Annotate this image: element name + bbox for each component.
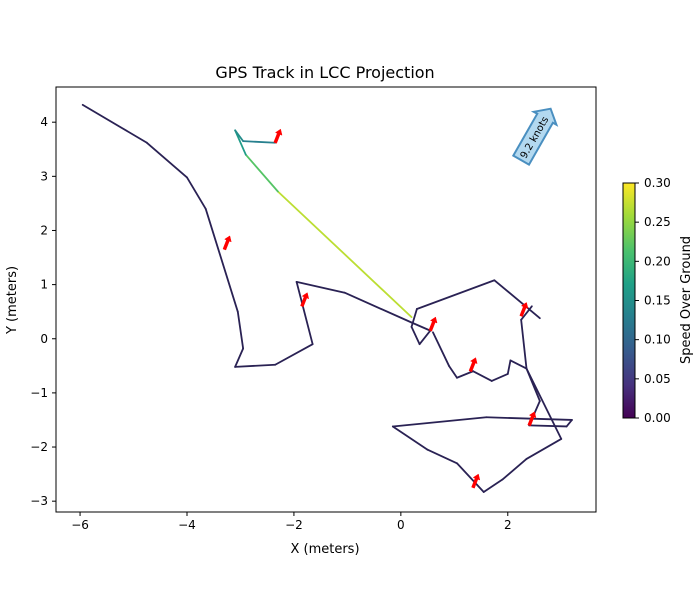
- track-segment: [418, 329, 432, 346]
- track-segment: [426, 448, 458, 465]
- track-segment: [501, 458, 528, 481]
- heading-arrow: [428, 316, 438, 332]
- colorbar-tick-label: 0.10: [644, 333, 671, 347]
- track-segment: [482, 478, 504, 493]
- track-segment: [528, 424, 568, 428]
- track-segment: [236, 310, 245, 350]
- track-segment: [204, 207, 239, 313]
- plot-axes: −6 −4 −2 0 2 −3 −2 −1 0 1 2 3 4: [30, 86, 597, 532]
- track-segment-fast: [276, 190, 413, 318]
- heading-arrow: [273, 128, 283, 144]
- colorbar-tick-label: 0.20: [644, 254, 671, 268]
- x-tick-label: 2: [504, 518, 512, 532]
- track-segment: [485, 416, 573, 421]
- x-axis-label: X (meters): [290, 542, 359, 557]
- y-tick-label: 4: [40, 115, 48, 129]
- track-segment: [432, 331, 450, 367]
- y-axis-ticks: −3 −2 −1 0 1 2 3 4: [30, 115, 56, 508]
- heading-arrow: [468, 357, 478, 373]
- track-segment-fast: [234, 129, 245, 143]
- track-segment: [520, 318, 528, 370]
- x-tick-label: 0: [397, 518, 405, 532]
- track-segment: [186, 176, 207, 210]
- track-segment: [234, 363, 277, 368]
- heading-arrow: [471, 473, 481, 489]
- track-segment: [456, 370, 474, 379]
- track-lines: [81, 103, 573, 493]
- colorbar-tick-label: 0.30: [644, 176, 671, 190]
- colorbar-ticks: 0.00 0.05 0.10 0.15 0.20 0.25 0.30: [635, 176, 671, 425]
- colorbar-gradient: [622, 182, 636, 419]
- track-segment: [234, 347, 245, 368]
- heading-arrows: [222, 128, 537, 489]
- track-segment: [391, 416, 488, 428]
- track-segment: [410, 321, 432, 332]
- track-segment: [506, 359, 512, 375]
- colorbar-label: Speed Over Ground: [679, 236, 694, 364]
- track-segment: [448, 364, 458, 379]
- y-tick-label: 3: [40, 169, 48, 183]
- track-segment: [493, 279, 541, 320]
- track-segment: [410, 325, 421, 346]
- x-axis-ticks: −6 −4 −2 0 2: [71, 512, 512, 532]
- heading-arrow: [527, 411, 537, 427]
- colorbar-tick-label: 0.00: [644, 411, 671, 425]
- heading-arrow: [519, 302, 529, 317]
- track-segment: [81, 103, 148, 144]
- plot-frame: [55, 86, 597, 513]
- track-segment: [274, 343, 314, 366]
- track-segment-fast: [244, 153, 279, 193]
- x-tick-label: −4: [178, 518, 196, 532]
- y-axis-label: Y (meters): [5, 266, 20, 335]
- track-segment: [391, 425, 429, 451]
- track-segment: [295, 281, 314, 346]
- track-segment: [565, 419, 573, 428]
- speed-annotation-arrow: [511, 107, 559, 166]
- track-segment: [295, 281, 346, 294]
- colorbar-tick-label: 0.15: [644, 294, 671, 308]
- track-segment-fast: [234, 129, 247, 156]
- heading-arrow: [300, 292, 310, 308]
- y-tick-label: 1: [40, 278, 48, 292]
- y-tick-label: 2: [40, 223, 48, 237]
- speed-annotation: 9.2 knots: [511, 107, 559, 166]
- track-segment: [415, 279, 496, 310]
- track-segment-fast: [242, 140, 277, 144]
- track-segment: [490, 373, 509, 382]
- chart-title: GPS Track in LCC Projection: [215, 63, 434, 82]
- track-segment: [525, 438, 563, 460]
- track-segment: [145, 141, 188, 179]
- heading-arrow: [222, 235, 232, 251]
- colorbar: 0.00 0.05 0.10 0.15 0.20 0.25 0.30 Speed Over …: [622, 176, 694, 425]
- y-tick-label: 0: [40, 332, 48, 346]
- y-tick-label: −1: [30, 386, 48, 400]
- x-tick-label: −6: [71, 518, 89, 532]
- track-segment: [456, 462, 485, 493]
- y-tick-label: −2: [30, 440, 48, 454]
- track-segment: [343, 291, 413, 324]
- track-segment: [472, 370, 493, 382]
- track-segment: [520, 305, 533, 321]
- x-tick-label: −2: [285, 518, 303, 532]
- track-segment: [509, 359, 528, 370]
- track-segment: [525, 367, 563, 440]
- y-tick-label: −3: [30, 494, 48, 508]
- colorbar-tick-label: 0.05: [644, 372, 671, 386]
- colorbar-tick-label: 0.25: [644, 215, 671, 229]
